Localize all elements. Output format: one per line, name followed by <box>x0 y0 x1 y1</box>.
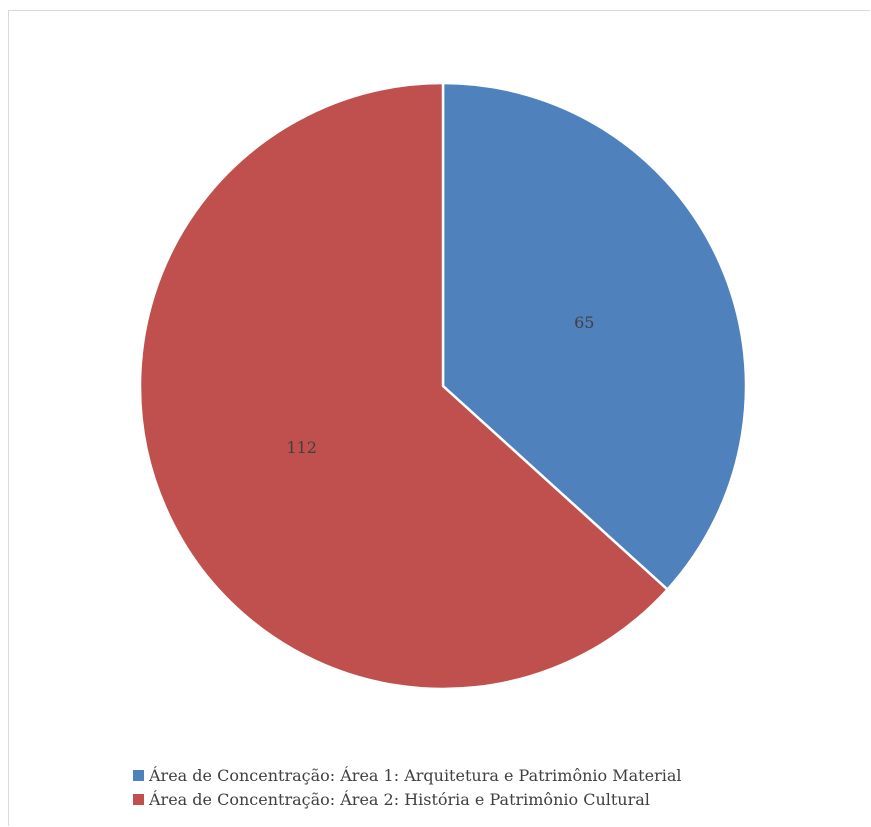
data-label-slice-1: 65 <box>574 313 594 332</box>
legend-swatch-area-1 <box>133 770 144 781</box>
legend-label-area-1: Área de Concentração: Área 1: Arquitetur… <box>149 766 681 785</box>
data-label-slice-2: 112 <box>286 438 317 457</box>
legend-item-area-2: Área de Concentração: Área 2: História e… <box>133 787 681 811</box>
legend-item-area-1: Área de Concentração: Área 1: Arquitetur… <box>133 763 681 787</box>
legend-label-area-2: Área de Concentração: Área 2: História e… <box>149 790 650 809</box>
legend: Área de Concentração: Área 1: Arquitetur… <box>133 763 681 811</box>
legend-swatch-area-2 <box>133 794 144 805</box>
